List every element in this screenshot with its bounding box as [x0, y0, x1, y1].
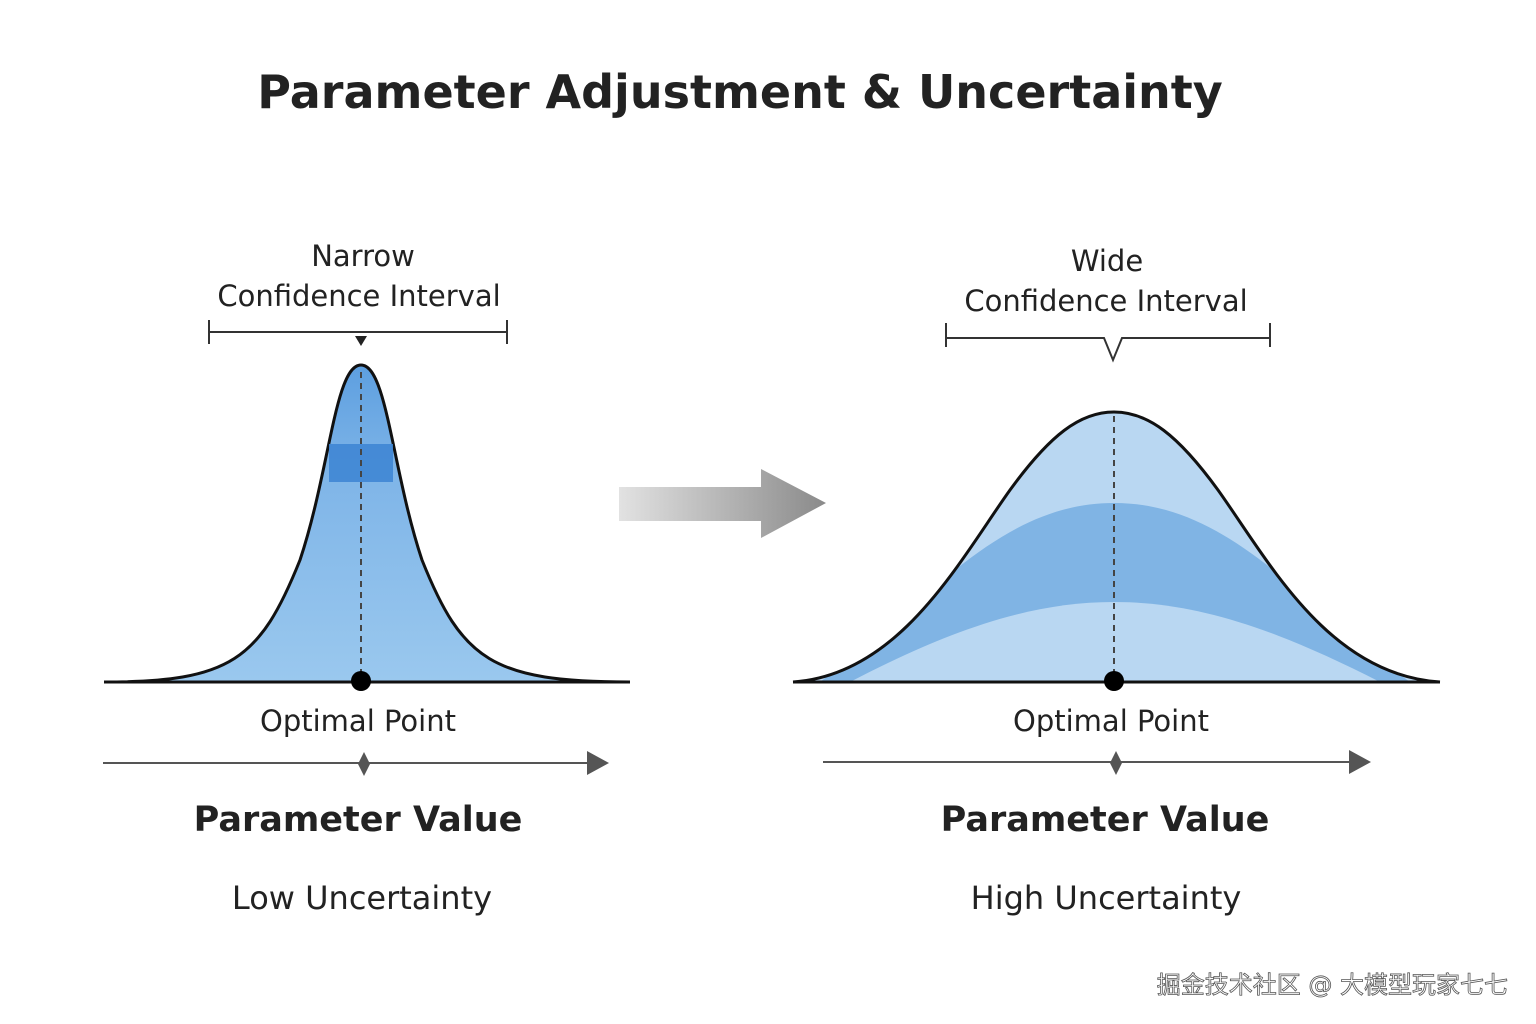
axis-arrow — [587, 751, 609, 775]
caption: Low Uncertainty — [232, 879, 492, 917]
transition-arrow — [619, 469, 826, 538]
wide-curve — [792, 410, 1441, 684]
optimal-point — [1104, 671, 1124, 691]
axis-label: Parameter Value — [194, 800, 523, 840]
axis-label: Parameter Value — [941, 800, 1270, 840]
narrow-curve — [104, 363, 631, 684]
caption: High Uncertainty — [971, 879, 1242, 917]
watermark: 掘金技术社区 @ 大模型玩家七七 — [1157, 971, 1508, 999]
axis-arrow — [1349, 750, 1371, 774]
point-label: Optimal Point — [260, 704, 456, 738]
axis-marker — [358, 752, 370, 776]
interval-label: Confidence Interval — [964, 284, 1247, 318]
optimal-point — [351, 671, 371, 691]
interval-label: Narrow — [311, 239, 415, 273]
point-label: Optimal Point — [1013, 704, 1209, 738]
axis-marker — [1110, 751, 1122, 775]
title: Parameter Adjustment & Uncertainty — [257, 65, 1222, 119]
interval-label: Wide — [1071, 244, 1143, 278]
interval-bracket — [945, 323, 1271, 363]
bracket-tip — [355, 336, 367, 346]
interval-bracket — [208, 320, 508, 344]
interval-label: Confidence Interval — [217, 279, 500, 313]
